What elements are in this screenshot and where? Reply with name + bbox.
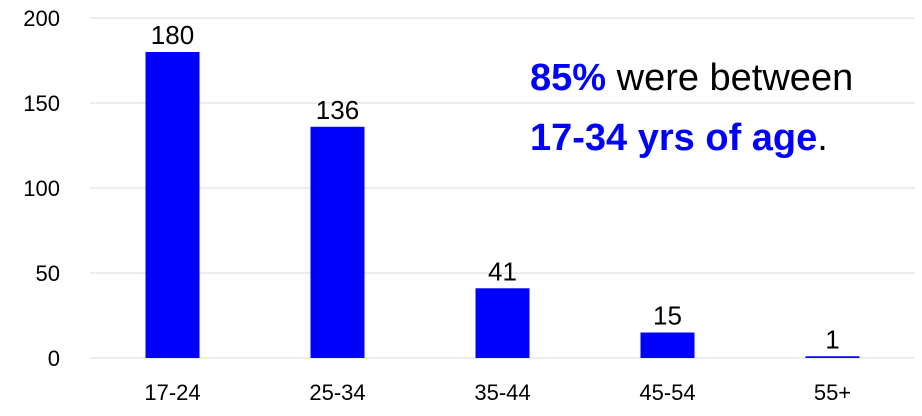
y-tick-label: 200 [23,6,60,31]
annotation-line-1: 85% were between [530,48,920,108]
y-tick-label: 150 [23,91,60,116]
x-tick-label: 25-34 [309,380,365,405]
y-tick-label: 0 [48,346,60,371]
bar [475,288,530,358]
y-tick-label: 100 [23,176,60,201]
annotation-highlight-percent: 85% [530,57,607,99]
annotation-highlight-age-range: 17-34 yrs of age [530,117,818,159]
x-tick-label: 55+ [814,380,851,405]
bars [145,52,860,358]
y-tick-label: 50 [36,261,60,286]
x-tick-label: 45-54 [639,380,695,405]
data-label: 41 [488,256,517,286]
annotation-text: 85% were between 17-34 yrs of age. [530,48,920,168]
data-label: 180 [151,20,194,50]
gridlines [90,17,915,359]
annotation-line-1-text: were between [606,57,854,99]
data-label: 15 [653,301,682,331]
annotation-line-2-text: . [817,117,828,159]
bar [310,126,365,358]
x-axis-tick-labels: 17-24 25-34 35-44 45-54 55+ [144,380,851,405]
bar [640,332,695,358]
bar [145,52,200,358]
x-tick-label: 17-24 [144,380,200,405]
annotation-line-2: 17-34 yrs of age. [530,108,920,168]
data-label: 136 [316,95,359,125]
data-label: 1 [825,324,839,354]
y-axis-tick-labels: 0 50 100 150 200 [23,6,60,371]
bar [805,356,860,358]
data-labels: 180 136 41 15 1 [151,20,840,354]
x-tick-label: 35-44 [474,380,530,405]
